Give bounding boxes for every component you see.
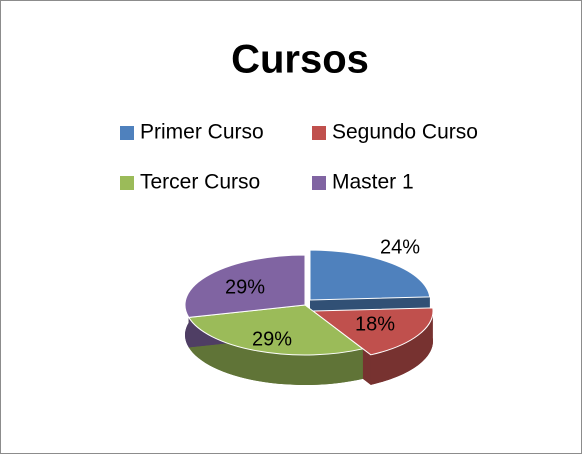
data-label: 24% xyxy=(380,236,420,258)
pie-side xyxy=(188,317,363,385)
legend-label: Primer Curso xyxy=(140,121,264,144)
pie-slice xyxy=(311,307,434,356)
pie-slice xyxy=(184,254,306,318)
legend-swatch xyxy=(120,126,134,140)
legend-swatch xyxy=(312,176,326,190)
data-label: 18% xyxy=(355,313,395,335)
legend-label: Tercer Curso xyxy=(140,171,260,194)
legend-swatch xyxy=(120,176,134,190)
pie-side xyxy=(370,307,434,385)
chart-title: Cursos xyxy=(231,38,369,82)
legend-swatch xyxy=(312,126,326,140)
legend-label: Master 1 xyxy=(332,171,414,194)
pie-slice xyxy=(187,304,364,356)
legend-label: Segundo Curso xyxy=(332,121,478,144)
data-label: 29% xyxy=(225,276,265,298)
data-label: 29% xyxy=(252,328,292,350)
pie-slice xyxy=(309,249,431,301)
